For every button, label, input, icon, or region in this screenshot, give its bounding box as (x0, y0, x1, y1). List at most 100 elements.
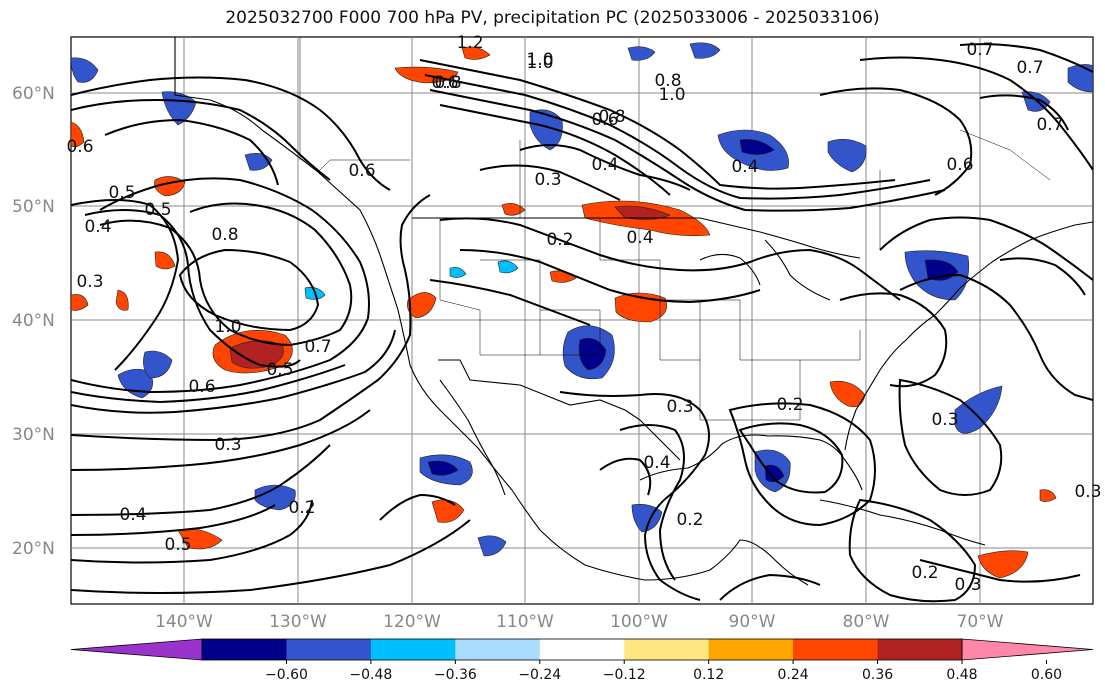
precip-blob (578, 338, 607, 371)
precip-blob (477, 535, 507, 557)
contour-label: 0.6 (431, 73, 458, 93)
contour-label: 0.6 (591, 110, 618, 130)
contour-label: 0.2 (776, 395, 803, 415)
colorbar-extend-min (70, 638, 203, 661)
colorbar-tick-label: 0.24 (778, 667, 809, 683)
colorbar-segment (793, 639, 879, 660)
contour-label: 0.6 (188, 377, 215, 397)
precip-blob (71, 121, 85, 148)
contour-label: 0.2 (546, 230, 573, 250)
precip-blob (449, 266, 467, 278)
colorbar-segment (624, 639, 710, 660)
contour-label: 1.2 (456, 33, 483, 53)
contour-label: 0.2 (676, 510, 703, 530)
contour-label: 0.7 (1036, 115, 1063, 135)
contour-label: 1.0 (526, 53, 553, 73)
contour-label: 0.4 (626, 228, 653, 248)
precip-blob (614, 205, 671, 220)
precip-blob (143, 350, 173, 379)
contour-label: 0.5 (108, 183, 135, 203)
contour-label: 0.5 (266, 360, 293, 380)
contour-label: 0.3 (931, 410, 958, 430)
contour-label: 0.2 (911, 563, 938, 583)
precip-blob (529, 109, 563, 151)
contour-label: 0.4 (643, 453, 670, 473)
colorbar: −0.60 −0.48 −0.36 −0.24 −0.12 0.12 0.24 0.36 0.4… (70, 638, 1094, 683)
map-title: 2025032700 F000 700 hPa PV, precipitatio… (225, 8, 880, 28)
contour-label: 1.0 (214, 317, 241, 337)
graticule (71, 37, 1093, 604)
colorbar-segment (708, 639, 794, 660)
precip-blob (427, 460, 459, 476)
contour-label: 0.5 (164, 535, 191, 555)
colorbar-tick-label: −0.36 (434, 667, 477, 683)
precip-blob (827, 138, 867, 173)
contour-label: 0.3 (666, 397, 693, 417)
lat-labels: 60°N 50°N 40°N 30°N 20°N (12, 84, 55, 559)
pv-contours (71, 43, 1093, 603)
precip-blob (71, 57, 99, 83)
precip-blob (501, 203, 526, 216)
colorbar-outline (201, 638, 963, 661)
contour-label: 0.6 (66, 137, 93, 157)
contour-label: 0.3 (214, 435, 241, 455)
precip-blob (497, 260, 519, 274)
contour-label: 0.3 (76, 272, 103, 292)
lon-label: 120°W (383, 612, 441, 632)
contour-label: 1.0 (526, 50, 553, 70)
contour-label: 0.8 (654, 71, 681, 91)
lon-label: 130°W (269, 612, 327, 632)
contour-label: 0.4 (591, 155, 618, 175)
precip-blob (627, 46, 656, 61)
lon-label: 110°W (496, 612, 554, 632)
contour-label: 0.6 (946, 155, 973, 175)
lon-label: 140°W (155, 612, 213, 632)
precip-blob (71, 294, 89, 311)
contour-label: 1.0 (658, 85, 685, 105)
colorbar-tick-label: 0.60 (1031, 667, 1062, 683)
precip-blob (739, 139, 775, 155)
contour-label: 0.7 (304, 337, 331, 357)
lat-label: 40°N (12, 311, 55, 331)
contour-labels: 1.21.00.80.70.70.80.60.60.60.50.50.80.40… (66, 33, 1101, 595)
colorbar-segment (370, 639, 456, 660)
precip-blob (115, 289, 129, 311)
lat-label: 60°N (12, 84, 55, 104)
colorbar-segment (455, 639, 541, 660)
contour-label: 0.4 (731, 157, 758, 177)
contour-label: 0.6 (348, 161, 375, 181)
contour-label: 0.3 (954, 575, 981, 595)
contour-label: 0.8 (434, 73, 461, 93)
contour-label: 0.8 (211, 225, 238, 245)
precip-blob (461, 46, 491, 60)
colorbar-extend-max (961, 638, 1094, 661)
contour-label: 0.7 (966, 40, 993, 60)
colorbar-tick-label: −0.48 (349, 667, 392, 683)
contour-label: 0.4 (84, 217, 111, 237)
contour-label: 0.3 (534, 170, 561, 190)
precip-blob (1039, 489, 1057, 502)
precip-blob (954, 385, 1003, 434)
lat-label: 20°N (12, 539, 55, 559)
contour-label: 0.7 (1016, 58, 1043, 78)
precip-blob (407, 292, 437, 319)
colorbar-tick-label: 0.12 (693, 667, 724, 683)
lon-label: 70°W (957, 612, 1004, 632)
lon-labels: 140°W 130°W 120°W 110°W 100°W 90°W 80°W … (155, 612, 1004, 632)
lon-label: 80°W (843, 612, 890, 632)
precip-blob (154, 251, 176, 270)
contour-label: 0.3 (1074, 482, 1101, 502)
colorbar-tick-label: 0.36 (862, 667, 893, 683)
colorbar-tick-label: −0.24 (518, 667, 561, 683)
colorbar-segment (286, 639, 372, 660)
colorbar-tick-label: −0.12 (603, 667, 646, 683)
lat-label: 50°N (12, 197, 55, 217)
precip-blob (977, 550, 1029, 579)
colorbar-tick-label: −0.60 (265, 667, 308, 683)
colorbar-tick-label: 0.48 (946, 667, 977, 683)
precip-blob (764, 464, 785, 483)
colorbar-segment (202, 639, 287, 660)
lon-label: 100°W (610, 612, 668, 632)
colorbar-segment (539, 639, 625, 660)
